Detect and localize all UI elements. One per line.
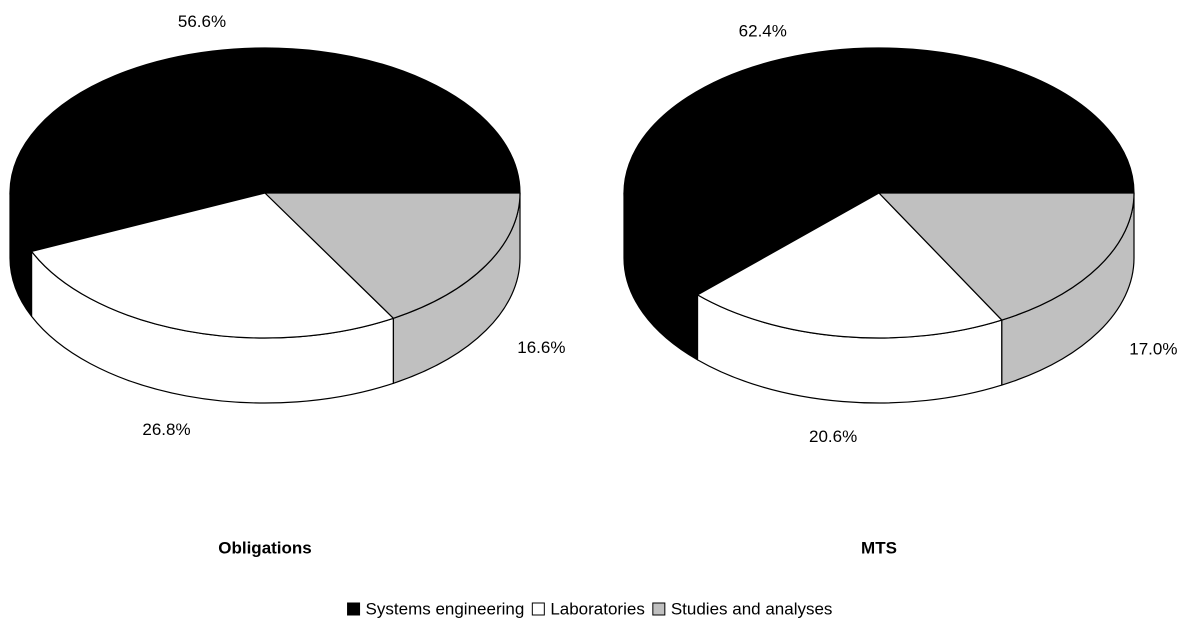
pie-slice: [264, 192, 521, 319]
data-label: 26.8%: [142, 420, 190, 439]
data-label: 56.6%: [178, 12, 226, 31]
data-label: 17.0%: [1129, 340, 1177, 359]
legend-label: Laboratories: [550, 599, 645, 618]
pie-slice: [878, 192, 1135, 321]
data-label: 62.4%: [739, 22, 787, 41]
pie-slice: [696, 192, 1003, 339]
legend-swatch: [531, 602, 545, 616]
data-label: 20.6%: [809, 427, 857, 446]
pie-slice: [31, 192, 395, 339]
chart-title: MTS: [861, 538, 897, 557]
legend-label: Studies and analyses: [671, 599, 833, 618]
legend-label: Systems engineering: [366, 599, 525, 618]
chart-title: Obligations: [218, 538, 312, 557]
pie-slice: [623, 47, 1135, 296]
legend-swatch: [652, 602, 666, 616]
data-label: 16.6%: [517, 338, 565, 357]
legend-swatch: [347, 602, 361, 616]
pie-slice: [9, 47, 521, 253]
